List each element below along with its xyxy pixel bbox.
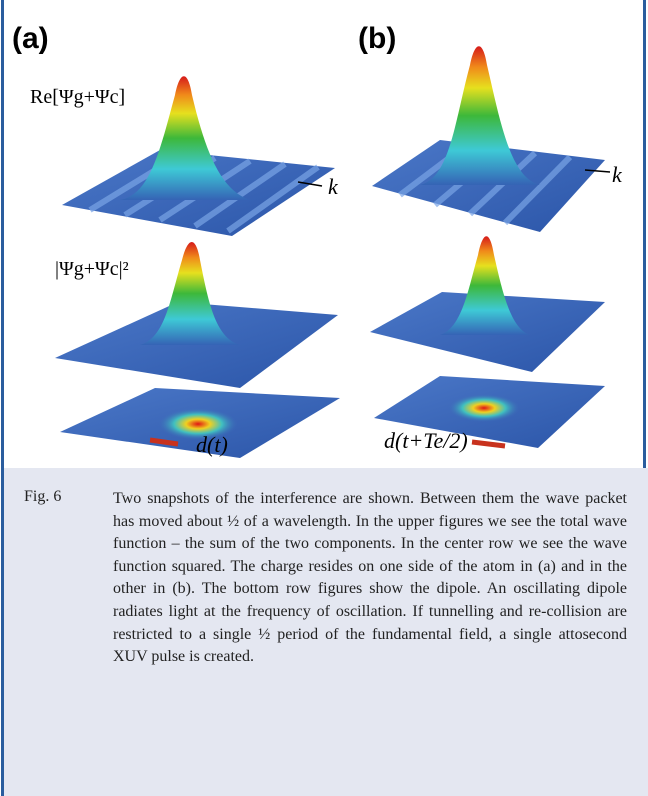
border <box>1 0 4 796</box>
equation-label: Re[Ψg+Ψc] <box>30 86 125 108</box>
caption-box: Fig. 6 Two snapshots of the interference… <box>4 468 648 796</box>
equation-label: |Ψg+Ψc|² <box>55 258 129 280</box>
dipole-label: d(t+Te/2) <box>384 428 468 453</box>
page: {"figure": { "panels": [ {"label": "(a)"… <box>0 0 648 796</box>
dipole-arrow <box>472 442 505 446</box>
axis-label: k <box>328 174 339 199</box>
caption-text: Two snapshots of the interference are sh… <box>113 488 627 669</box>
panel-label: (b) <box>358 22 396 55</box>
dipole-label: d(t) <box>196 432 228 457</box>
axis-label: k <box>612 162 623 187</box>
wave-surface <box>372 46 605 232</box>
caption-label: Fig. 6 <box>24 488 61 506</box>
border <box>643 0 646 468</box>
panel-label: (a) <box>12 22 49 55</box>
density-surface <box>370 236 605 372</box>
figure: (a) Re[Ψg+Ψc] k |Ψg+Ψc|² d(t) (b) k <box>0 0 648 468</box>
